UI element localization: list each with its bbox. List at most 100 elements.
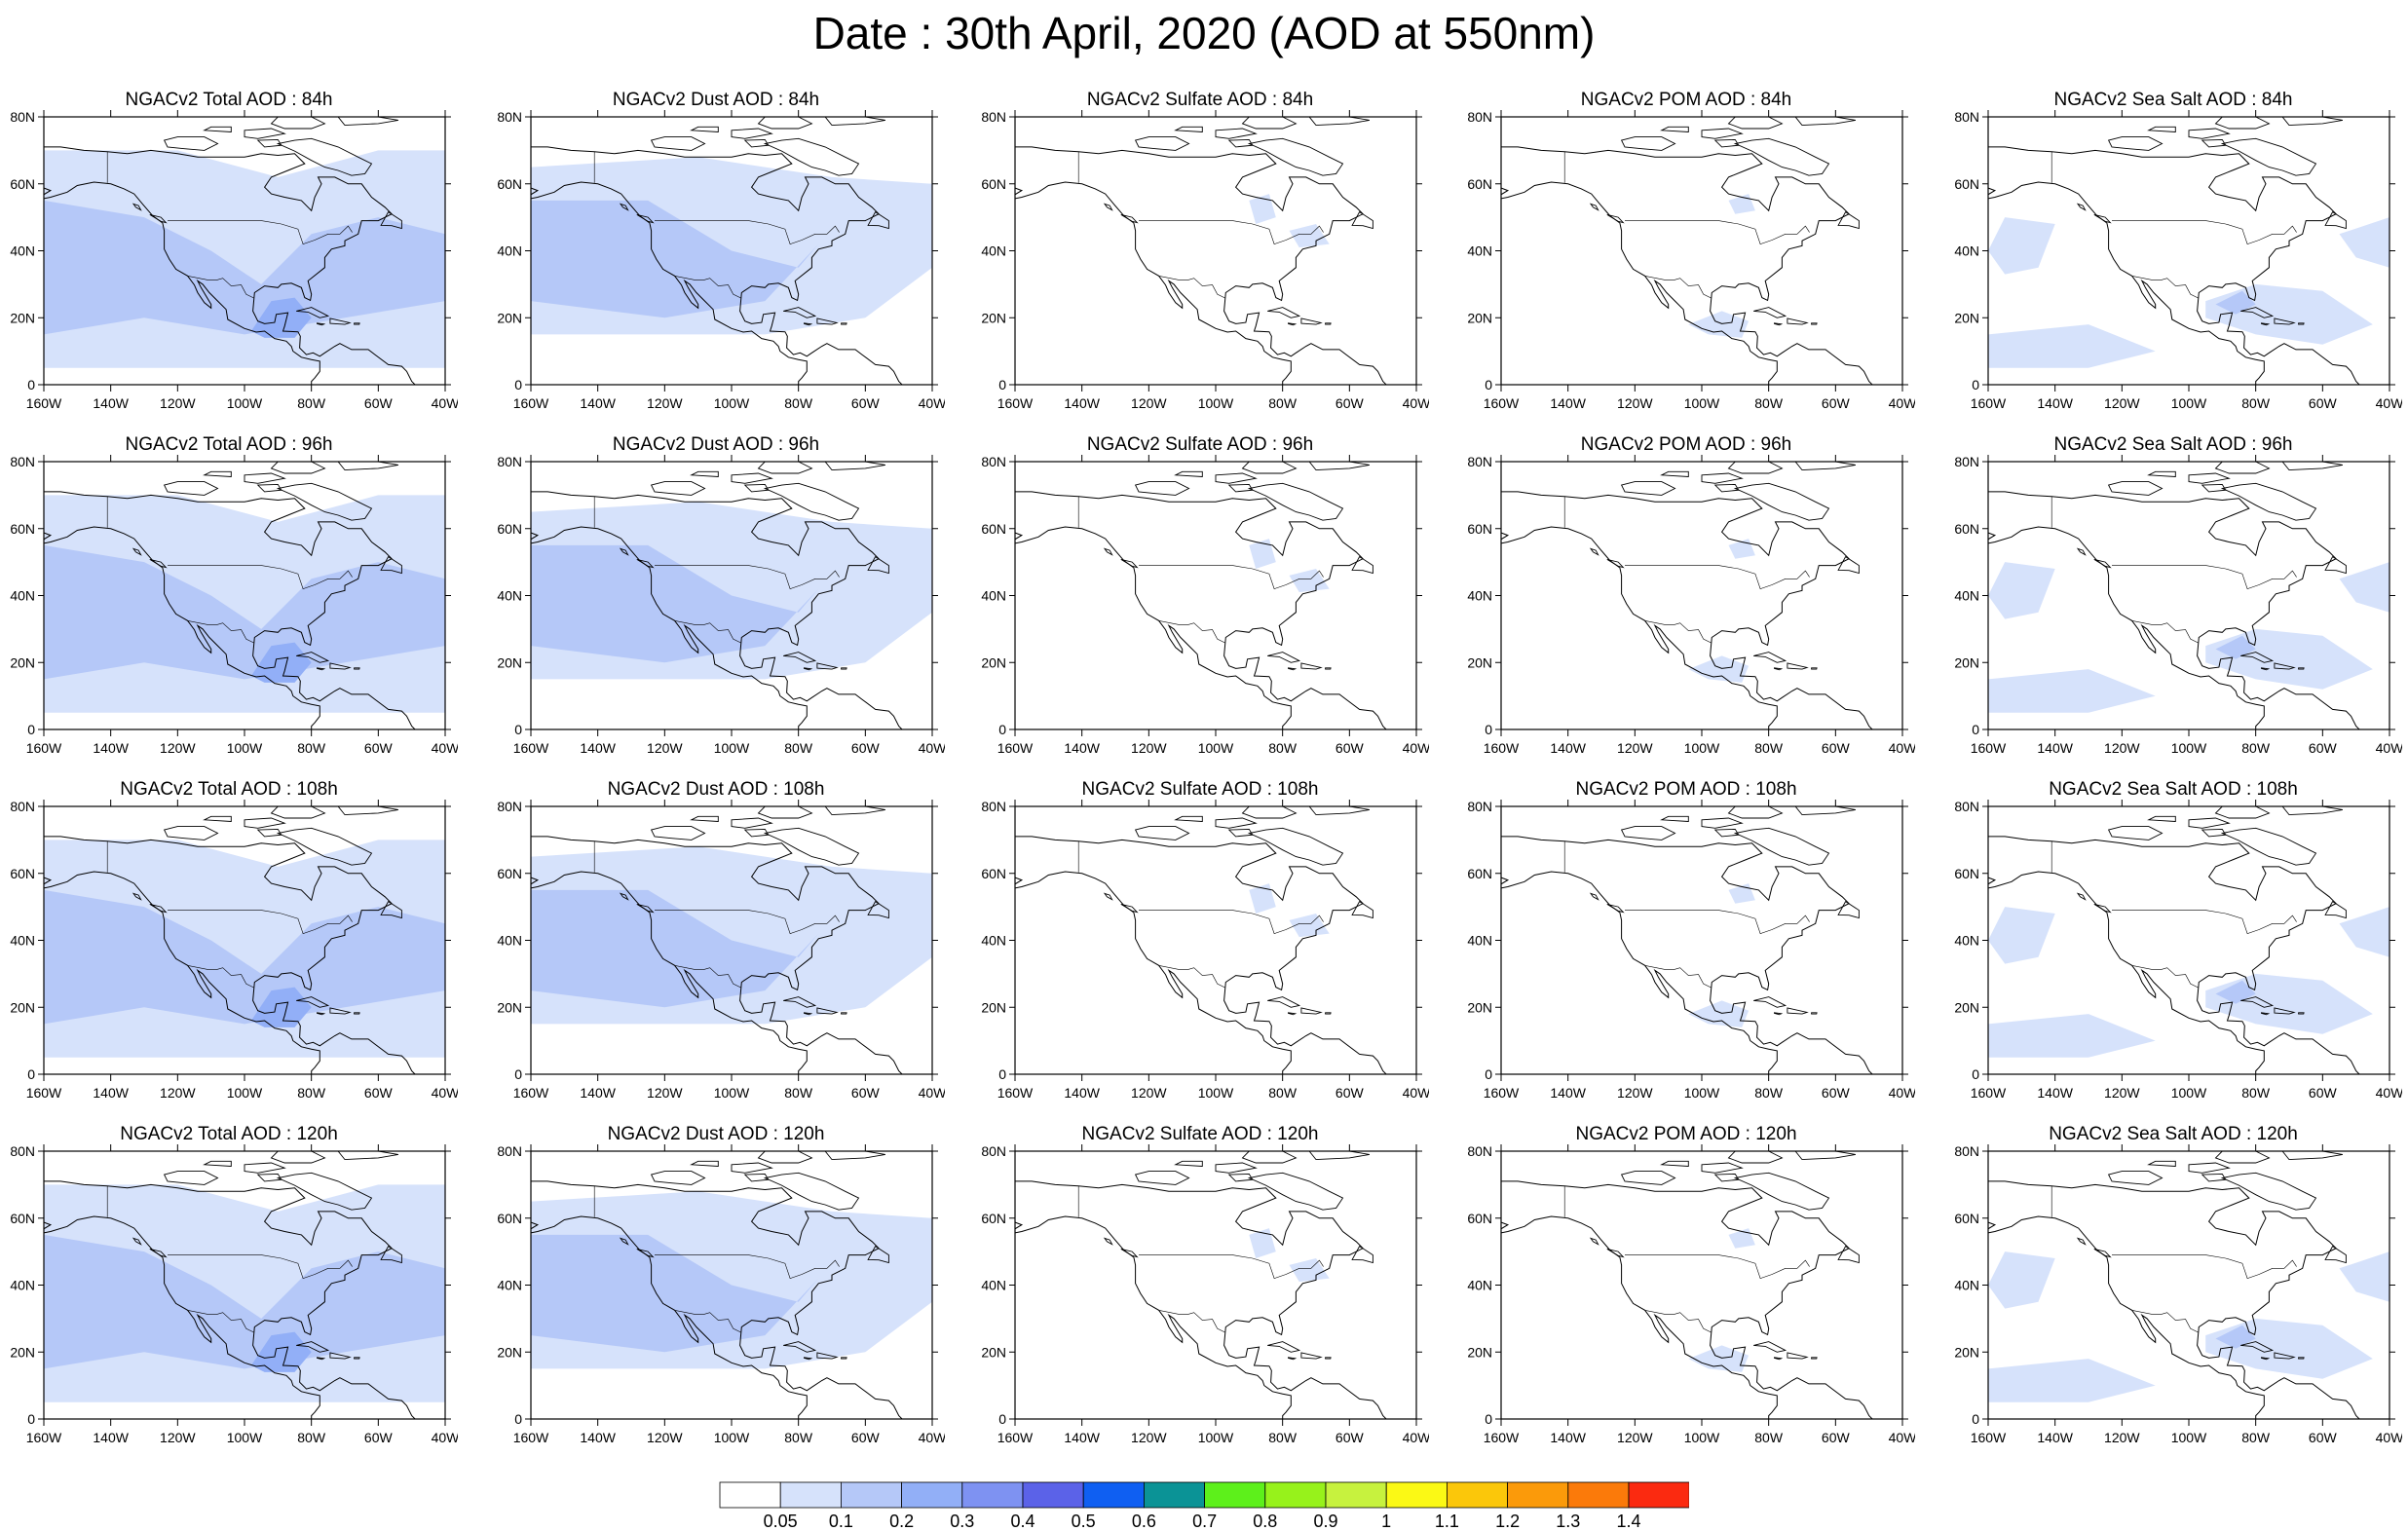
lon-tick-label: 40W <box>1889 1085 1915 1101</box>
lat-tick-label: 20N <box>981 654 1006 670</box>
island-outline <box>1606 213 1625 224</box>
lat-tick-label: 60N <box>1954 176 1979 192</box>
island-outline <box>731 1162 773 1174</box>
lon-tick-label: 140W <box>1064 1430 1100 1445</box>
island-outline <box>841 322 847 325</box>
island-outline <box>2274 1352 2296 1360</box>
island-outline <box>1267 307 1301 318</box>
island-outline <box>163 1171 219 1185</box>
island-outline <box>1300 1007 1323 1015</box>
lat-tick-label: 20N <box>10 1344 35 1360</box>
panel-title: NGACv2 POM AOD : 84h <box>1580 90 1792 110</box>
lat-tick-label: 40N <box>497 933 522 949</box>
coastline <box>44 491 416 729</box>
island-outline <box>1351 900 1373 919</box>
island-outline <box>2214 1151 2271 1164</box>
lon-tick-label: 120W <box>160 1085 196 1101</box>
lon-tick-label: 60W <box>851 1085 881 1101</box>
map-plot: 80N 60N 40N 20N 0 160W 140W 120W 100W 80W 60W 40W <box>1954 1143 2402 1445</box>
island-outline <box>1174 470 1203 477</box>
aod-shading <box>1988 324 2156 368</box>
colorbar-label: 0.3 <box>950 1512 975 1531</box>
island-outline <box>1589 203 1599 211</box>
island-outline <box>1120 1248 1139 1258</box>
map-panel: 80N 60N 40N 20N 0 160W 140W 120W 100W 80W 60W 40W NG… <box>1944 90 2402 430</box>
panel-title: NGACv2 Sea Salt AOD : 84h <box>2053 90 2293 110</box>
aod-shading <box>2339 907 2389 957</box>
lat-tick-label: 20N <box>1467 654 1492 670</box>
lat-tick-label: 20N <box>1954 1344 1979 1360</box>
lat-tick-label: 20N <box>981 1344 1006 1360</box>
aod-shading <box>1688 655 1750 683</box>
lon-tick-label: 120W <box>1131 1430 1167 1445</box>
country-border <box>2131 276 2199 299</box>
aod-shading <box>1988 1359 2156 1402</box>
country-border <box>674 965 741 989</box>
island-outline <box>1727 117 1784 130</box>
lon-tick-label: 160W <box>997 740 1034 756</box>
aod-shading <box>1249 1228 1276 1258</box>
island-outline <box>1727 1151 1784 1164</box>
island-outline <box>1134 481 1190 496</box>
aod-shading <box>1988 907 2055 964</box>
lat-tick-label: 20N <box>10 999 35 1015</box>
island-outline <box>1351 210 1373 230</box>
map-plot: 80N 60N 40N 20N 0 160W 140W 120W 100W 80W 60W 40W <box>1954 799 2402 1101</box>
island-outline <box>1325 322 1332 325</box>
island-outline <box>1120 558 1139 569</box>
lat-tick-label: 20N <box>1467 999 1492 1015</box>
lon-tick-label: 140W <box>580 1085 616 1101</box>
country-border <box>674 1310 741 1333</box>
coastline <box>531 146 903 385</box>
island-outline <box>354 1357 360 1360</box>
island-outline <box>256 483 282 493</box>
lat-tick-label: 60N <box>981 866 1006 881</box>
aod-shading <box>1289 569 1330 593</box>
lat-tick-label: 20N <box>1467 1344 1492 1360</box>
island-outline <box>867 555 889 575</box>
island-outline <box>2076 1237 2087 1246</box>
island-outline <box>354 667 360 670</box>
island-outline <box>296 996 330 1008</box>
lat-tick-label: 0 <box>1485 1066 1492 1082</box>
map-plot: 80N 60N 40N 20N 0 160W 140W 120W 100W 80W 60W 40W <box>1467 109 1915 411</box>
island-outline <box>757 1151 813 1164</box>
lon-tick-label: 160W <box>26 1430 62 1445</box>
lon-tick-label: 80W <box>1754 395 1784 411</box>
island-outline <box>1713 1173 1740 1182</box>
aod-shading <box>1249 194 1276 224</box>
lon-tick-label: 40W <box>1889 1430 1915 1445</box>
island-outline <box>763 482 860 521</box>
island-outline <box>329 1352 352 1360</box>
island-outline <box>149 558 168 569</box>
island-outline <box>1103 203 1113 211</box>
island-outline <box>2201 1173 2227 1182</box>
lat-tick-label: 0 <box>998 722 1006 737</box>
island-outline <box>132 1237 142 1246</box>
lat-tick-label: 60N <box>497 521 522 537</box>
map-plot: 80N 60N 40N 20N 0 160W 140W 120W 100W 80W 60W 40W <box>1467 799 1915 1101</box>
lat-tick-label: 20N <box>497 654 522 670</box>
lat-tick-label: 40N <box>1467 243 1492 259</box>
country-border <box>674 620 741 644</box>
lon-tick-label: 80W <box>297 740 326 756</box>
lon-tick-label: 140W <box>580 740 616 756</box>
island-outline <box>317 1357 326 1361</box>
map-panel: 80N 60N 40N 20N 0 160W 140W 120W 100W 80W 60W 40W NG… <box>487 90 945 430</box>
lon-tick-label: 60W <box>1822 1430 1851 1445</box>
lon-tick-label: 100W <box>1684 1430 1720 1445</box>
lon-tick-label: 160W <box>1484 1085 1520 1101</box>
island-outline <box>149 903 168 914</box>
map-plot: 80N 60N 40N 20N 0 160W 140W 120W 100W 80W 60W 40W <box>497 799 945 1101</box>
coastline <box>1988 491 2360 729</box>
island-outline <box>1308 806 1370 816</box>
lat-tick-label: 60N <box>1954 1211 1979 1226</box>
map-plot: 80N 60N 40N 20N 0 160W 140W 120W 100W 80W 60W 40W <box>497 1143 945 1445</box>
country-border <box>2112 565 2297 589</box>
island-outline <box>1215 817 1258 829</box>
island-outline <box>2147 1160 2176 1167</box>
island-outline <box>2107 136 2163 151</box>
lon-tick-label: 40W <box>919 740 945 756</box>
map-panel: 80N 60N 40N 20N 0 160W 140W 120W 100W 80W 60W 40W NG… <box>0 1124 458 1465</box>
lat-tick-label: 40N <box>497 1278 522 1293</box>
